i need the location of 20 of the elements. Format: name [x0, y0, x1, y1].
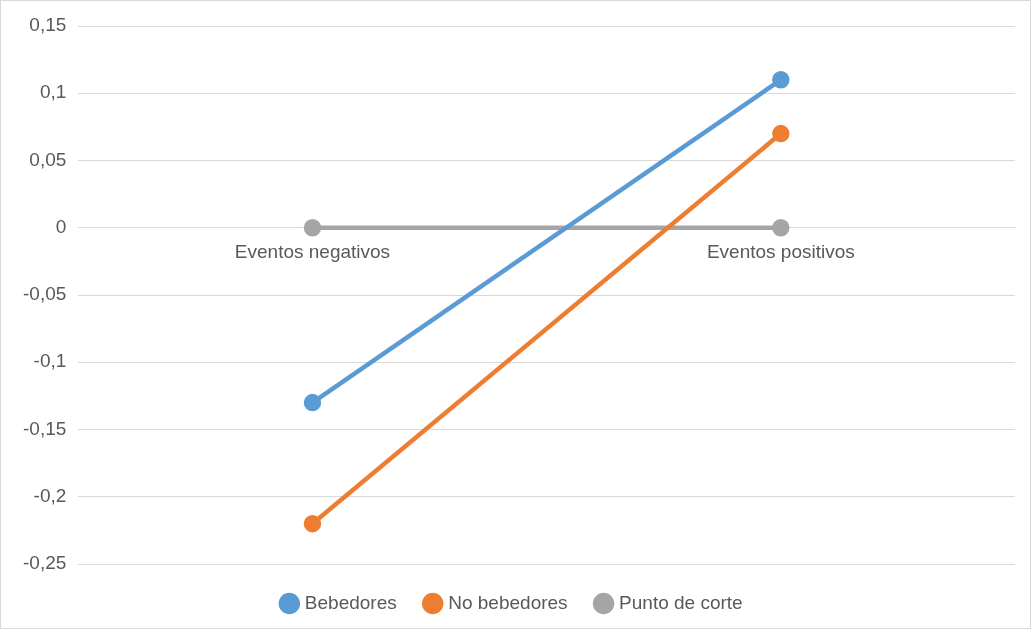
y-tick-label: -0,1	[33, 350, 67, 372]
point	[303, 219, 322, 237]
y-tick-label: 0	[55, 215, 67, 237]
legend-label: Punto de corte	[619, 591, 743, 613]
y-tick-label: 0,1	[39, 81, 67, 103]
point	[772, 219, 790, 237]
legend-label: Bebedores	[304, 591, 397, 613]
y-tick-label: -0,2	[33, 484, 67, 506]
point	[772, 124, 790, 143]
x-tick-label: Eventos negativos	[234, 241, 391, 263]
y-tick-label: 0,05	[29, 148, 67, 170]
point	[303, 514, 322, 533]
y-tick-label: -0,15	[22, 417, 67, 439]
point	[303, 393, 322, 412]
point	[772, 71, 790, 89]
y-tick-label: -0,25	[22, 552, 67, 574]
legend-label: No bebedores	[448, 591, 568, 613]
x-tick-label: Eventos positivos	[706, 241, 855, 263]
y-tick-label: 0,15	[29, 14, 67, 36]
y-tick-label: -0,05	[22, 283, 67, 305]
